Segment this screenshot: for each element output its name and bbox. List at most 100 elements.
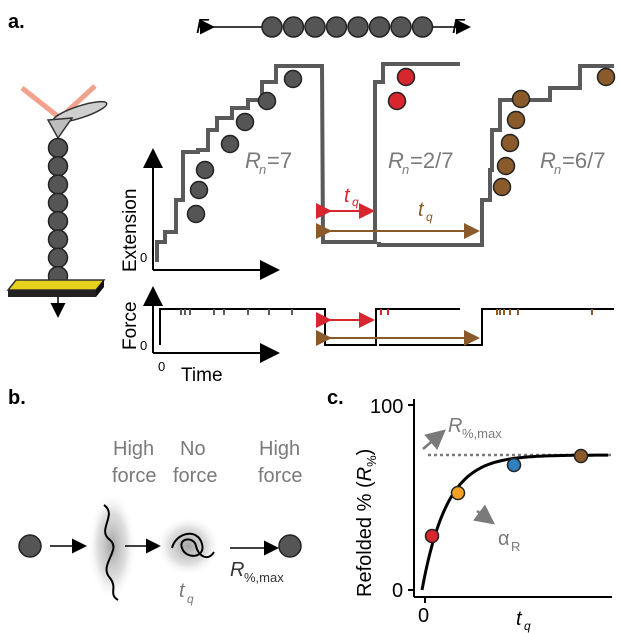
rn2-sub: n bbox=[402, 162, 409, 177]
state3-line1: High bbox=[259, 438, 300, 460]
rn1-sym: R bbox=[245, 148, 261, 173]
unfold-bead-gray bbox=[189, 180, 209, 200]
state1-line1: High bbox=[113, 438, 154, 460]
c-y-label-suffix: ) bbox=[354, 449, 376, 456]
unfold-bead-brown bbox=[511, 89, 531, 109]
protein-bead bbox=[47, 210, 69, 232]
rn3-sub: n bbox=[554, 162, 561, 177]
unfold-bead-gray bbox=[220, 134, 240, 154]
afm-illustration bbox=[6, 84, 108, 318]
rn2-sym: R bbox=[388, 148, 404, 173]
collapsing-chain bbox=[171, 533, 215, 559]
b-rmax-sym: R bbox=[230, 559, 244, 581]
panel-c-label: c. bbox=[327, 387, 344, 409]
chain-bead bbox=[304, 16, 326, 38]
force-zero: 0 bbox=[140, 338, 147, 353]
tq-red-sub: q bbox=[352, 195, 359, 209]
unfold-bead-red bbox=[387, 91, 407, 111]
data-point-red bbox=[424, 528, 440, 544]
force-unfolding-ticks bbox=[180, 309, 593, 315]
red-step-beads bbox=[387, 67, 416, 111]
extension-trace-2 bbox=[377, 64, 614, 247]
unfold-bead-gray bbox=[195, 160, 215, 180]
c-alpha-sym: α bbox=[498, 528, 510, 550]
rn-label-1: R n =7 bbox=[245, 148, 292, 177]
chain-bead bbox=[261, 16, 283, 38]
c-y-label-sym: R bbox=[354, 467, 376, 481]
force-chain: F F bbox=[196, 16, 471, 38]
state2-line2: force bbox=[173, 465, 217, 487]
unfold-bead-gray bbox=[283, 69, 303, 89]
c-y-label-text: Refolded % (R%) bbox=[354, 449, 379, 597]
protein-bead bbox=[47, 156, 69, 177]
surface-edge bbox=[96, 280, 104, 297]
surface-top bbox=[6, 279, 106, 291]
force-axis-label: Force bbox=[120, 301, 141, 350]
refold-curve bbox=[420, 453, 608, 591]
rn-label-3: R n =6/7 bbox=[540, 148, 605, 177]
tq-brown-sub: q bbox=[426, 210, 433, 224]
extension-axis-label: Extension bbox=[120, 189, 141, 272]
unfold-bead-brown bbox=[506, 110, 526, 130]
c-y-label-prefix: Refolded % ( bbox=[354, 481, 376, 597]
protein-bead bbox=[47, 192, 69, 214]
unfolded-blur bbox=[88, 491, 136, 601]
time-axis-label: Time bbox=[181, 365, 223, 386]
protein-bead bbox=[47, 229, 69, 250]
rn2-val: =2/7 bbox=[410, 148, 453, 173]
c-rmax-sub: %,max bbox=[462, 426, 502, 441]
chain-bead bbox=[325, 16, 348, 38]
unfold-bead-gray bbox=[257, 91, 277, 111]
rn1-val: =7 bbox=[267, 148, 292, 173]
surface-side bbox=[8, 290, 96, 297]
unfold-bead-brown bbox=[500, 133, 520, 153]
chain-bead bbox=[282, 16, 305, 38]
rn-label-2: R n =2/7 bbox=[388, 148, 453, 177]
unfold-bead-red bbox=[396, 67, 416, 87]
panel-a-label: a. bbox=[8, 11, 25, 33]
brown-step-beads bbox=[492, 67, 616, 197]
folded-bead-start bbox=[18, 534, 42, 558]
c-ytick-top-label: 100 bbox=[370, 396, 403, 418]
force-trace bbox=[159, 308, 460, 346]
c-xtick-zero-label: 0 bbox=[418, 605, 429, 627]
b-tq-sym: t bbox=[179, 580, 186, 602]
alpha-arrow bbox=[473, 504, 495, 525]
c-y-label: Refolded % (R%) bbox=[354, 449, 379, 597]
refold-chart: 100 0 0 Refolded % (R%) t q R %,max α R bbox=[354, 396, 612, 633]
state3-line2: force bbox=[258, 465, 302, 487]
data-point-orange bbox=[450, 485, 466, 501]
force-left-label: F bbox=[196, 16, 210, 38]
c-ytick-bottom-label: 0 bbox=[392, 580, 403, 602]
c-y-label-sub: % bbox=[364, 455, 379, 467]
extension-zero: 0 bbox=[140, 250, 147, 265]
c-alpha-sub: R bbox=[511, 539, 520, 554]
extension-trace bbox=[155, 62, 460, 262]
state1-line2: force bbox=[112, 465, 156, 487]
unfold-bead-gray bbox=[235, 112, 255, 132]
chain-bead bbox=[390, 16, 412, 38]
rmax-arrow bbox=[422, 429, 446, 450]
rn1-sub: n bbox=[259, 162, 266, 177]
time-zero: 0 bbox=[158, 359, 165, 374]
c-rmax-sym: R bbox=[448, 415, 462, 437]
chain-bead bbox=[368, 16, 391, 38]
rn3-sym: R bbox=[540, 148, 556, 173]
unfolded-chain bbox=[103, 504, 119, 601]
protein-bead bbox=[47, 247, 69, 269]
unfold-bead-gray bbox=[186, 204, 206, 224]
panel-b-label: b. bbox=[8, 387, 26, 409]
chain-beads bbox=[261, 16, 434, 38]
afm-protein-chain bbox=[47, 137, 69, 287]
protein-bead bbox=[47, 174, 69, 195]
state2-line1: No bbox=[180, 438, 206, 460]
tq-brown-sym: t bbox=[418, 199, 425, 221]
b-rmax-sub: %,max bbox=[244, 570, 284, 585]
laser-beam-in bbox=[20, 86, 62, 120]
chain-bead bbox=[347, 16, 369, 38]
extension-axes: Extension 0 bbox=[120, 148, 280, 280]
data-point-blue bbox=[506, 457, 522, 473]
chain-bead bbox=[411, 16, 434, 38]
unfold-bead-brown bbox=[492, 177, 512, 197]
